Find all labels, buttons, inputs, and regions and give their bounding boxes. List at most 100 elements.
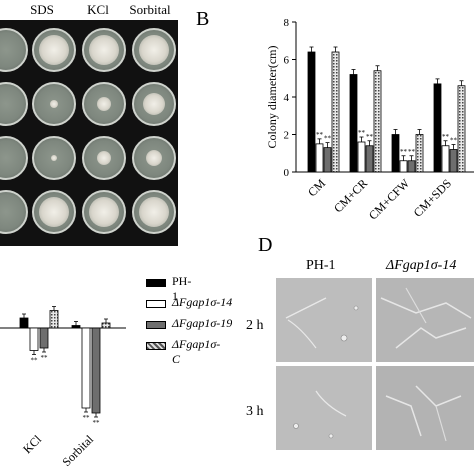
fungal-colony xyxy=(89,35,119,65)
row-label-3h: 3 h xyxy=(246,404,264,419)
petri-plate xyxy=(0,28,28,72)
significance-label: ** xyxy=(316,131,324,139)
significance-label: ** xyxy=(31,357,39,365)
petri-plate xyxy=(32,28,76,72)
legend-swatch-ph1 xyxy=(146,279,166,287)
significance-label: ** xyxy=(400,148,408,156)
significance-label: ** xyxy=(358,129,366,137)
bar xyxy=(91,327,101,414)
panel-letter-d: D xyxy=(258,234,273,256)
petri-plate xyxy=(32,82,76,126)
bar xyxy=(449,149,458,173)
bar xyxy=(71,325,81,329)
x-tick-label: CM xyxy=(305,176,328,199)
fungal-colony xyxy=(50,100,58,108)
bar xyxy=(433,83,442,173)
column-label-mut14: ΔFgap1σ-14 xyxy=(386,258,457,273)
significance-label: ** xyxy=(41,354,49,362)
y-tick-label: 6 xyxy=(284,55,290,67)
column-label-sorbital: Sorbital xyxy=(129,2,171,17)
micrograph-mut14-3h xyxy=(376,366,474,450)
bar xyxy=(373,70,382,173)
bar xyxy=(415,134,424,173)
fungal-colony xyxy=(97,151,111,165)
fungal-colony xyxy=(97,97,111,111)
petri-plate xyxy=(32,190,76,234)
fungal-colony xyxy=(139,197,169,227)
legend-label-mut14: ΔFgap1σ-14 xyxy=(172,295,233,309)
significance-label: ** xyxy=(324,135,332,143)
column-label-kcl: KCl xyxy=(87,2,109,17)
bar xyxy=(49,310,59,329)
petri-plate xyxy=(132,28,176,72)
significance-label: ** xyxy=(83,414,91,422)
legend-label-ph1: PH-1 xyxy=(172,274,192,303)
bar xyxy=(315,143,324,173)
x-tick-label: Sorbital xyxy=(59,432,96,469)
significance-label: ** xyxy=(366,133,374,141)
y-tick-label: 2 xyxy=(284,130,290,142)
bar xyxy=(349,74,358,173)
x-tick-label: CM+CR xyxy=(331,176,370,215)
fungal-colony xyxy=(89,197,119,227)
plate-grid-image xyxy=(0,20,178,246)
petri-plate xyxy=(82,82,126,126)
significance-label: ** xyxy=(408,148,416,156)
petri-plate xyxy=(82,190,126,234)
bar xyxy=(441,145,450,173)
micrograph-ph1-3h xyxy=(276,366,372,450)
petri-plate xyxy=(132,136,176,180)
micrograph-ph1-2h xyxy=(276,278,372,362)
significance-label: ** xyxy=(442,133,450,141)
legend-swatch-mut19 xyxy=(146,321,166,329)
bar xyxy=(101,322,111,329)
fungal-colony xyxy=(51,155,57,161)
petri-plate xyxy=(0,136,28,180)
legend-swatch-comp xyxy=(146,342,166,350)
fungal-colony xyxy=(143,93,165,115)
y-axis-label: Colony diameter(cm) xyxy=(265,46,279,149)
row-label-2h: 2 h xyxy=(246,318,264,333)
bar xyxy=(81,327,91,409)
bar xyxy=(407,160,416,173)
bar xyxy=(19,317,29,329)
y-tick-label: 8 xyxy=(284,17,290,29)
bar xyxy=(357,141,366,173)
micrograph-mut14-2h xyxy=(376,278,474,362)
petri-plate xyxy=(132,82,176,126)
significance-label: ** xyxy=(93,419,101,427)
x-tick-label: CM+SDS xyxy=(411,176,454,219)
legend-label-mut19: ΔFgap1σ-19 xyxy=(172,316,233,330)
bar xyxy=(323,147,332,173)
chart-c: ** **KCl****Sorbital xyxy=(0,306,126,469)
bar xyxy=(365,145,374,173)
bar xyxy=(457,85,466,173)
petri-plate xyxy=(32,136,76,180)
petri-plate xyxy=(0,82,28,126)
column-label-ph1: PH-1 xyxy=(306,258,336,273)
bar xyxy=(39,327,49,349)
y-tick-label: 0 xyxy=(284,167,290,179)
petri-plate xyxy=(82,28,126,72)
x-tick-label: CM+CFW xyxy=(366,176,413,223)
legend-label-comp: ΔFgap1σ-C xyxy=(172,337,221,366)
fungal-colony xyxy=(146,150,162,166)
fungal-colony xyxy=(39,197,69,227)
petri-plate xyxy=(82,136,126,180)
bar xyxy=(399,160,408,173)
y-tick-label: 4 xyxy=(284,92,290,104)
fungal-colony xyxy=(39,35,69,65)
legend-swatch-mut14 xyxy=(146,300,166,308)
petri-plate xyxy=(132,190,176,234)
bar xyxy=(29,327,39,351)
bar xyxy=(391,134,400,173)
bar xyxy=(331,51,340,173)
column-label-sds: SDS xyxy=(30,2,54,17)
x-tick-label: KCl xyxy=(20,432,45,457)
panel-letter-b: B xyxy=(196,8,210,30)
significance-label: ** xyxy=(450,137,458,145)
petri-plate xyxy=(0,190,28,234)
fungal-colony xyxy=(139,35,169,65)
bar xyxy=(307,51,316,173)
